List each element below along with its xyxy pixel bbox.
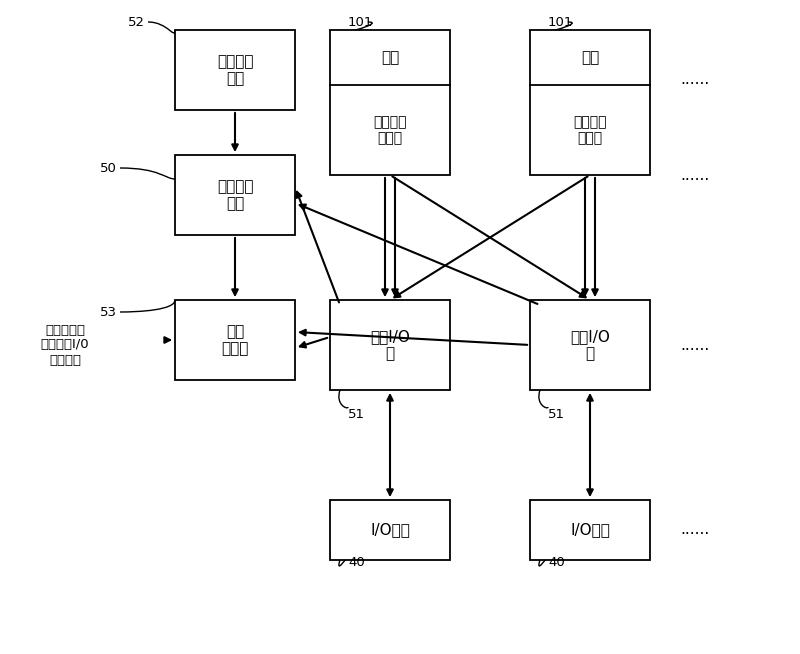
- Text: 50: 50: [100, 162, 117, 175]
- Text: 51: 51: [548, 409, 565, 421]
- Bar: [175, 30, 295, 110]
- Text: 资源管理
模块: 资源管理 模块: [217, 179, 254, 211]
- Text: 40: 40: [348, 555, 365, 568]
- Text: 设备管理
接口: 设备管理 接口: [217, 54, 254, 86]
- Text: ......: ......: [680, 73, 710, 88]
- Text: 专用I/O
域: 专用I/O 域: [570, 329, 610, 361]
- Text: 51: 51: [348, 409, 365, 421]
- Text: 运行时支
撑环境: 运行时支 撑环境: [574, 115, 606, 145]
- Text: 应用: 应用: [381, 50, 399, 65]
- Text: 101: 101: [548, 16, 574, 29]
- Bar: [530, 300, 650, 390]
- Text: 53: 53: [100, 305, 117, 318]
- Text: 40: 40: [548, 555, 565, 568]
- Text: 52: 52: [128, 16, 145, 29]
- Text: 应用: 应用: [581, 50, 599, 65]
- Bar: [330, 30, 450, 175]
- Text: 专用I/O
域: 专用I/O 域: [370, 329, 410, 361]
- Bar: [175, 300, 295, 380]
- Bar: [530, 30, 650, 175]
- Text: ......: ......: [680, 523, 710, 538]
- Text: I/O设备: I/O设备: [570, 523, 610, 538]
- Text: I/O设备: I/O设备: [370, 523, 410, 538]
- Bar: [330, 500, 450, 560]
- Bar: [530, 500, 650, 560]
- Text: 101: 101: [348, 16, 374, 29]
- Text: 迁移后的应
用发来的I/0
访问请求: 迁移后的应 用发来的I/0 访问请求: [41, 324, 90, 366]
- Text: ......: ......: [680, 337, 710, 353]
- Text: 本地
代理域: 本地 代理域: [222, 324, 249, 356]
- Bar: [175, 155, 295, 235]
- Text: 运行时支
撑环境: 运行时支 撑环境: [374, 115, 406, 145]
- Bar: [330, 300, 450, 390]
- Text: ......: ......: [680, 167, 710, 182]
